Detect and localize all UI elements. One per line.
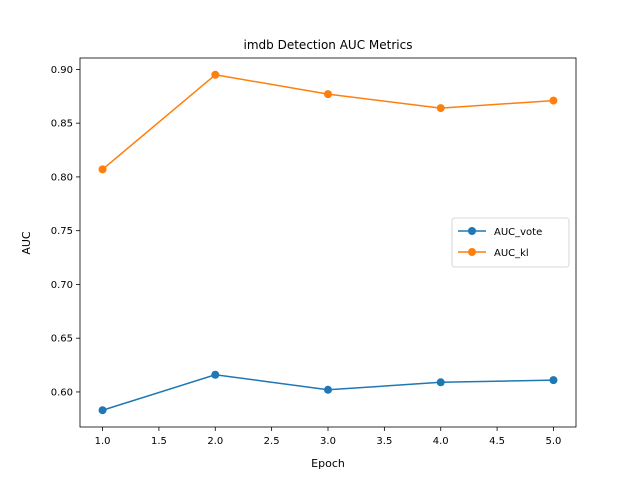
y-axis-label: AUC [20, 231, 33, 255]
series-auc-kl [98, 70, 558, 174]
x-tick-label: 3.0 [320, 436, 336, 447]
data-point [436, 378, 445, 387]
x-tick-label: 2.5 [264, 436, 280, 447]
x-tick-label: 3.5 [376, 436, 392, 447]
data-point [211, 370, 220, 379]
x-tick-label: 1.0 [95, 436, 111, 447]
x-tick-label: 1.5 [151, 436, 167, 447]
x-tick-label: 5.0 [546, 436, 562, 447]
data-point [211, 70, 220, 79]
y-tick-label: 0.90 [51, 65, 73, 76]
y-tick-label: 0.80 [51, 172, 73, 183]
x-axis-label: Epoch [311, 457, 345, 470]
legend-label: AUC_vote [494, 227, 542, 238]
x-tick-label: 2.0 [207, 436, 223, 447]
y-axis-ticks: 0.60 0.65 0.70 0.75 0.80 0.85 0.90 [51, 65, 80, 398]
data-point [98, 165, 107, 174]
y-tick-label: 0.60 [51, 387, 73, 398]
y-tick-label: 0.70 [51, 280, 73, 291]
y-tick-label: 0.65 [51, 334, 73, 345]
legend-marker [468, 248, 476, 256]
legend-item: AUC_vote [458, 227, 542, 238]
data-point [324, 90, 332, 99]
legend-item: AUC_kl [458, 248, 529, 259]
y-tick-label: 0.85 [51, 119, 73, 130]
x-tick-label: 4.5 [489, 436, 505, 447]
legend-marker [468, 227, 476, 235]
data-point [549, 376, 558, 385]
legend-box [451, 217, 570, 268]
data-point [549, 96, 558, 105]
x-tick-label: 4.0 [433, 436, 449, 447]
chart-title: imdb Detection AUC Metrics [244, 38, 413, 52]
x-axis-ticks: 1.0 1.5 2.0 2.5 3.0 3.5 4.0 4.5 5.0 [95, 427, 562, 447]
legend: AUC_vote AUC_kl [451, 217, 570, 268]
data-point [324, 385, 332, 394]
y-tick-label: 0.75 [51, 226, 73, 237]
series-auc-vote [98, 370, 558, 415]
legend-label: AUC_kl [494, 248, 529, 259]
series-layer [98, 70, 558, 415]
data-point [436, 104, 445, 113]
data-point [98, 406, 107, 415]
